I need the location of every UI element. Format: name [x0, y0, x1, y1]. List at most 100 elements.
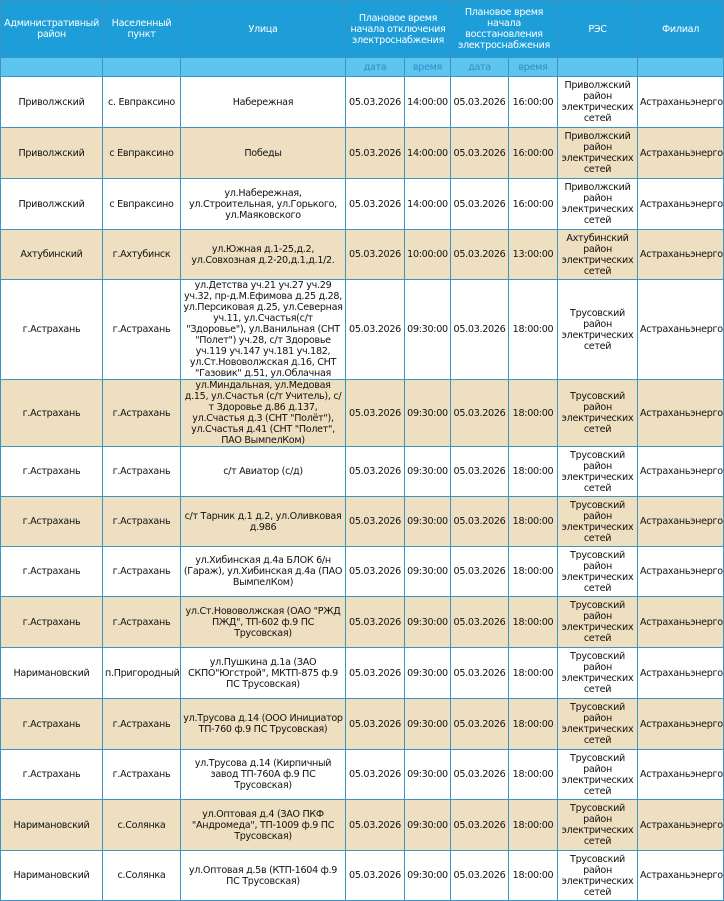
- table-row: Наримановский п.Пригородный ул.Пушкина д.1…: [0, 647, 724, 699]
- table-row: г.Астрахань г.Астрахань ул.Миндальная, ул.…: [0, 379, 724, 447]
- cell-locality: г.Астрахань: [102, 496, 181, 547]
- cell-street: ул.Оптовая д.4 (ЗАО ПКФ "Андромеда", ТП-…: [180, 799, 346, 851]
- table-row: г.Астрахань г.Астрахань ул.Детства уч.21 у…: [0, 279, 724, 380]
- cell-branch: Астраханьэнерго: [637, 379, 724, 447]
- cell-district: Наримановский: [0, 799, 103, 851]
- cell-off-date: 05.03.2026: [345, 127, 405, 179]
- cell-off-date: 05.03.2026: [345, 749, 405, 800]
- subheader-empty: [637, 57, 724, 77]
- cell-locality: г.Астрахань: [102, 698, 181, 750]
- cell-district: Наримановский: [0, 647, 103, 699]
- cell-res: Трусовский район электрических сетей: [557, 446, 639, 497]
- cell-on-time: 18:00:00: [507, 749, 559, 800]
- cell-on-date: 05.03.2026: [450, 546, 509, 597]
- subheader-on-time: время: [507, 57, 559, 77]
- cell-locality: г.Астрахань: [102, 749, 181, 800]
- cell-off-time: 09:30:00: [404, 647, 451, 699]
- cell-on-date: 05.03.2026: [450, 496, 509, 547]
- cell-street: с/т Тарник д.1 д.2, ул.Оливковая д.986: [180, 496, 346, 547]
- cell-off-date: 05.03.2026: [345, 279, 405, 380]
- table-row: Приволжский с Евпраксино Победы 05.03.2026 1…: [0, 127, 724, 179]
- cell-locality: г.Ахтубинск: [102, 229, 181, 280]
- cell-district: Приволжский: [0, 178, 103, 230]
- cell-off-date: 05.03.2026: [345, 698, 405, 750]
- cell-on-date: 05.03.2026: [450, 749, 509, 800]
- cell-res: Трусовский район электрических сетей: [557, 496, 639, 547]
- cell-locality: с.Солянка: [102, 799, 181, 851]
- cell-district: г.Астрахань: [0, 546, 103, 597]
- cell-street: ул.Хибинская д.4а БЛОК 6/н (Гараж), ул.Х…: [180, 546, 346, 597]
- table-row: г.Астрахань г.Астрахань с/т Авиатор (с/д) 0…: [0, 446, 724, 497]
- cell-res: Трусовский район электрических сетей: [557, 596, 639, 648]
- cell-branch: Астраханьэнерго: [637, 76, 724, 128]
- cell-branch: Астраханьэнерго: [637, 127, 724, 179]
- cell-off-time: 10:00:00: [404, 229, 451, 280]
- header-restore-time: Плановое время начала восстановления эле…: [449, 0, 559, 58]
- cell-branch: Астраханьэнерго: [637, 799, 724, 851]
- cell-locality: г.Астрахань: [102, 446, 181, 497]
- cell-street: ул.Набережная, ул.Строительная, ул.Горьк…: [180, 178, 346, 230]
- header-res: РЭС: [557, 0, 639, 58]
- cell-district: Ахтубинский: [0, 229, 103, 280]
- cell-res: Приволжский район электрических сетей: [557, 127, 639, 179]
- cell-street: Набережная: [180, 76, 346, 128]
- cell-on-date: 05.03.2026: [450, 127, 509, 179]
- cell-locality: г.Астрахань: [102, 546, 181, 597]
- subheader-off-date: дата: [345, 57, 405, 77]
- cell-locality: г.Астрахань: [102, 596, 181, 648]
- cell-off-time: 09:30:00: [404, 749, 451, 800]
- cell-street: ул.Ст.Нововолжская (ОАО "РЖД ПЖД", ТП-60…: [180, 596, 346, 648]
- cell-on-date: 05.03.2026: [450, 379, 509, 447]
- table-row: г.Астрахань г.Астрахань ул.Хибинская д.4а …: [0, 546, 724, 597]
- cell-district: г.Астрахань: [0, 749, 103, 800]
- cell-off-time: 14:00:00: [404, 76, 451, 128]
- cell-on-time: 16:00:00: [507, 127, 559, 179]
- table-row: Наримановский с.Солянка ул.Оптовая д.4 (ЗА…: [0, 799, 724, 851]
- cell-off-date: 05.03.2026: [345, 799, 405, 851]
- cell-off-date: 05.03.2026: [345, 647, 405, 699]
- cell-locality: п.Пригородный: [102, 647, 181, 699]
- cell-off-time: 14:00:00: [404, 127, 451, 179]
- cell-street: Победы: [180, 127, 346, 179]
- cell-district: г.Астрахань: [0, 446, 103, 497]
- subheader-empty: [102, 57, 181, 77]
- cell-district: г.Астрахань: [0, 496, 103, 547]
- cell-res: Трусовский район электрических сетей: [557, 647, 639, 699]
- cell-street: ул.Оптовая д.5в (КТП-1604 ф.9 ПС Трусовс…: [180, 850, 346, 901]
- cell-off-time: 09:30:00: [404, 596, 451, 648]
- cell-res: Приволжский район электрических сетей: [557, 76, 639, 128]
- cell-street: ул.Трусова д.14 (ООО Инициатор ТП-760 ф.…: [180, 698, 346, 750]
- table-row: г.Астрахань г.Астрахань ул.Ст.Нововолжская…: [0, 596, 724, 648]
- cell-off-date: 05.03.2026: [345, 446, 405, 497]
- cell-res: Трусовский район электрических сетей: [557, 546, 639, 597]
- cell-off-date: 05.03.2026: [345, 546, 405, 597]
- cell-on-date: 05.03.2026: [450, 596, 509, 648]
- table-row: Ахтубинский г.Ахтубинск ул.Южная д.1-25,д.…: [0, 229, 724, 280]
- cell-off-time: 09:30:00: [404, 446, 451, 497]
- cell-res: Ахтубинский район электрических сетей: [557, 229, 639, 280]
- cell-street: ул.Миндальная, ул.Медовая д.15, ул.Счаст…: [180, 379, 346, 447]
- cell-res: Трусовский район электрических сетей: [557, 850, 639, 901]
- cell-off-time: 09:30:00: [404, 496, 451, 547]
- cell-locality: г.Астрахань: [102, 279, 181, 380]
- cell-on-time: 18:00:00: [507, 496, 559, 547]
- cell-on-time: 18:00:00: [507, 279, 559, 380]
- cell-district: г.Астрахань: [0, 379, 103, 447]
- cell-branch: Астраханьэнерго: [637, 546, 724, 597]
- cell-branch: Астраханьэнерго: [637, 850, 724, 901]
- cell-off-time: 09:30:00: [404, 850, 451, 901]
- cell-on-time: 13:00:00: [507, 229, 559, 280]
- cell-street: ул.Южная д.1-25,д.2, ул.Совхозная д.2-20…: [180, 229, 346, 280]
- cell-on-time: 18:00:00: [507, 850, 559, 901]
- cell-off-date: 05.03.2026: [345, 229, 405, 280]
- cell-branch: Астраханьэнерго: [637, 647, 724, 699]
- cell-off-date: 05.03.2026: [345, 178, 405, 230]
- cell-district: Наримановский: [0, 850, 103, 901]
- header-district: Административный район: [0, 0, 103, 58]
- cell-off-time: 09:30:00: [404, 546, 451, 597]
- cell-res: Трусовский район электрических сетей: [557, 698, 639, 750]
- subheader-empty: [0, 57, 103, 77]
- cell-on-time: 16:00:00: [507, 76, 559, 128]
- header-street: Улица: [180, 0, 346, 58]
